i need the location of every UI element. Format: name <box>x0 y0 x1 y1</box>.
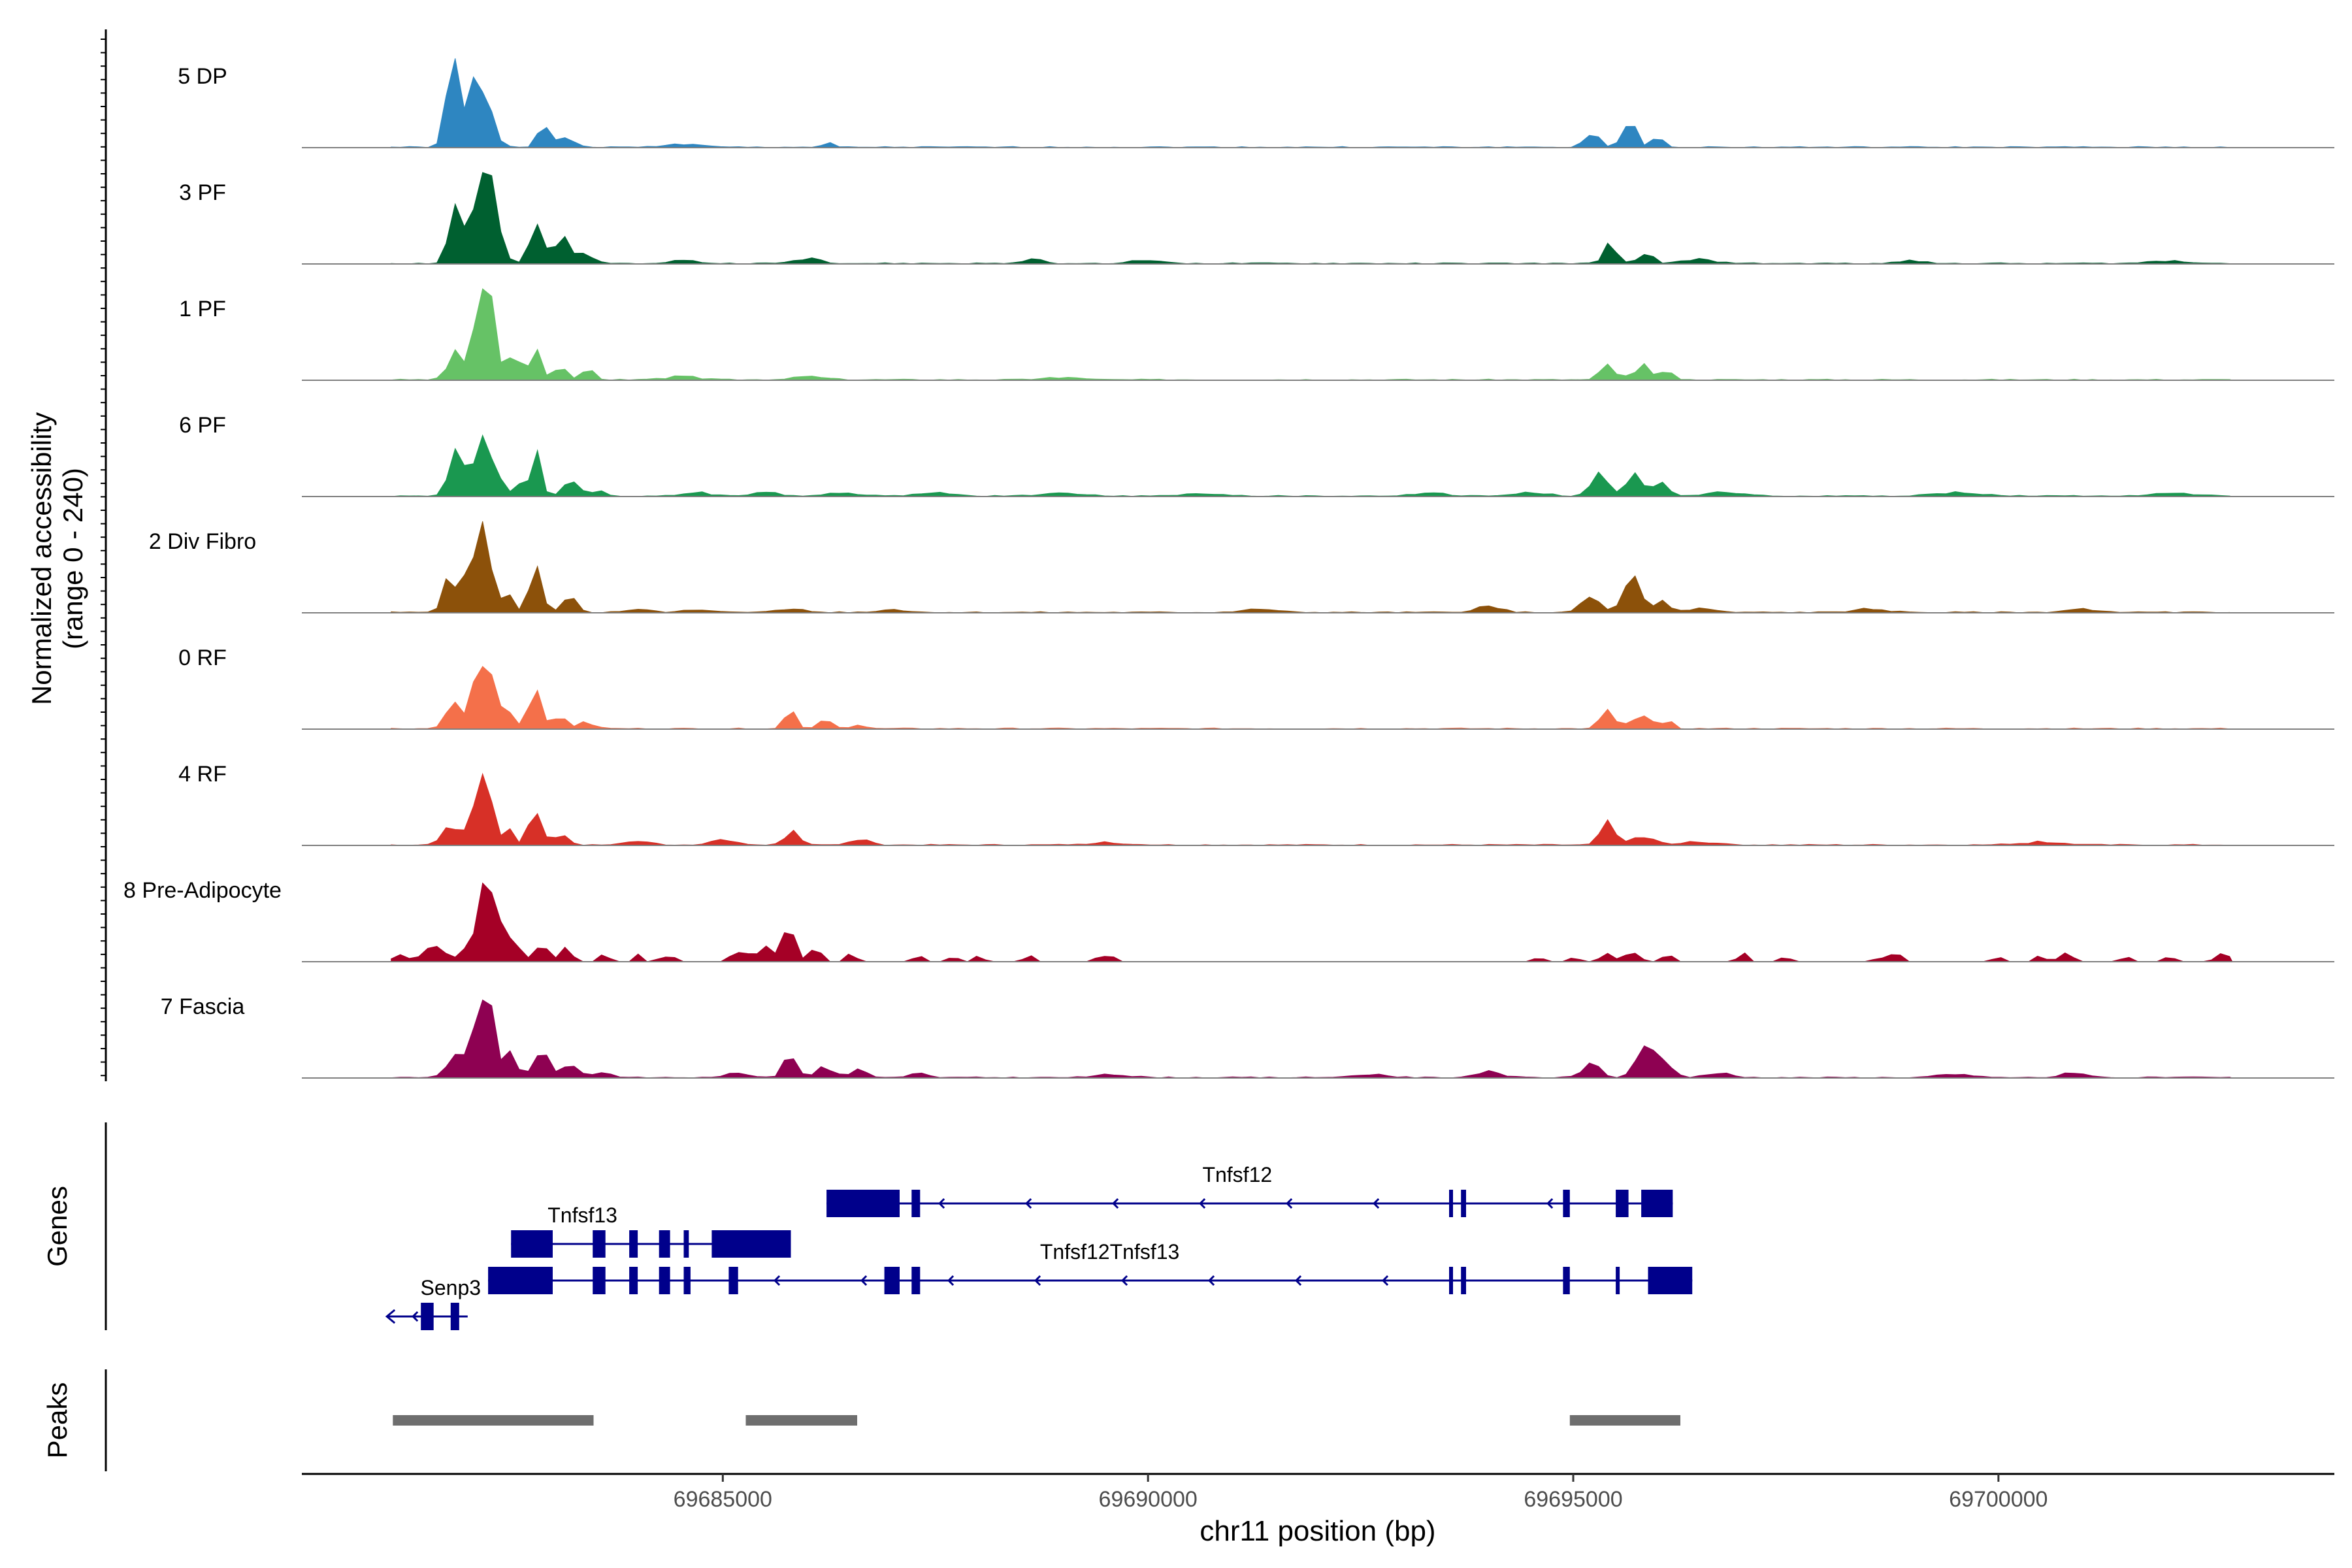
track-label: 5 DP <box>178 64 227 89</box>
track-label: 3 PF <box>179 180 226 205</box>
y-axis-range-label: (range 0 - 240) <box>57 468 88 649</box>
x-axis-ticks: 69685000 69690000 69695000 69700000 <box>674 1474 2048 1512</box>
gene-exon <box>683 1267 691 1294</box>
gene-exon <box>1616 1190 1629 1217</box>
coverage-panel: 5 DP 3 PF 1 PF 6 PF 2 Div Fibro 0 RF 4 RF 8 Pre… <box>26 29 2334 1081</box>
track-label: 7 Fascia <box>161 994 245 1019</box>
genes-axis-label: Genes <box>42 1186 73 1267</box>
track-label: 1 PF <box>179 297 226 321</box>
peaks-panel: Peaks <box>42 1369 1680 1471</box>
strand-arrow <box>1025 1198 1032 1209</box>
gene-exon <box>911 1267 921 1294</box>
gene-exon <box>711 1230 791 1258</box>
gene-exon <box>659 1267 670 1294</box>
strand-arrow <box>1546 1198 1554 1209</box>
coverage-y-ticks <box>101 39 106 1077</box>
gene-exon <box>1648 1267 1693 1294</box>
strand-arrow <box>1199 1198 1206 1209</box>
gene-exon <box>593 1230 606 1258</box>
gene-exon <box>683 1230 689 1258</box>
gene-exon <box>1461 1267 1466 1294</box>
gene-label: Tnfsf12Tnfsf13 <box>1040 1240 1179 1264</box>
strand-arrow <box>1294 1275 1302 1286</box>
gene-model-tnfsf13 <box>511 1230 791 1258</box>
track-0-rf <box>302 666 2334 730</box>
strand-arrow <box>860 1275 868 1286</box>
track-label: 4 RF <box>178 762 227 787</box>
strand-arrow <box>938 1198 945 1209</box>
gene-exon <box>728 1267 738 1294</box>
strand-arrow <box>1120 1275 1128 1286</box>
track-label: 6 PF <box>179 413 226 438</box>
gene-exon <box>659 1230 670 1258</box>
gene-exon <box>593 1267 606 1294</box>
track-label: 8 Pre-Adipocyte <box>123 878 282 903</box>
x-axis: 69685000 69690000 69695000 69700000 chr11 p… <box>302 1473 2334 1547</box>
track-3-pf <box>302 172 2334 265</box>
track-6-pf <box>302 434 2334 497</box>
gene-exon <box>1563 1267 1570 1294</box>
gene-exon <box>826 1190 900 1217</box>
strand-arrow <box>1286 1198 1293 1209</box>
track-5-dp <box>302 58 2334 148</box>
tracks-layer <box>302 58 2334 1079</box>
gene-model-tnfsf12tnfsf13 <box>488 1267 1693 1294</box>
track-8-pre-adipocyte <box>302 882 2334 962</box>
gene-model-senp3 <box>385 1303 468 1330</box>
strand-arrow <box>1381 1275 1389 1286</box>
track-label: 2 Div Fibro <box>149 529 256 554</box>
gene-model-tnfsf12 <box>826 1190 1673 1217</box>
x-tick-label: 69685000 <box>674 1487 772 1512</box>
x-tick-label: 69695000 <box>1524 1487 1622 1512</box>
gene-exon <box>488 1267 553 1294</box>
strand-arrow <box>1207 1275 1215 1286</box>
strand-arrow <box>1373 1198 1380 1209</box>
gene-label: Tnfsf13 <box>547 1203 617 1227</box>
track-1-pf <box>302 288 2334 381</box>
strand-arrow <box>773 1275 781 1286</box>
strand-arrow <box>385 1309 396 1324</box>
gene-exon <box>1449 1190 1453 1217</box>
gene-exon <box>1461 1190 1466 1217</box>
strand-arrow <box>1112 1198 1119 1209</box>
gene-exon <box>629 1230 638 1258</box>
strand-arrow <box>412 1311 419 1322</box>
gene-label: Tnfsf12 <box>1202 1163 1272 1186</box>
gene-exon <box>629 1267 638 1294</box>
strand-arrow <box>1034 1275 1041 1286</box>
gene-exon <box>1449 1267 1453 1294</box>
gene-exon <box>511 1230 553 1258</box>
peak-regions <box>393 1415 1680 1426</box>
peak-region <box>745 1415 857 1426</box>
gene-exon <box>1641 1190 1673 1217</box>
x-axis-label: chr11 position (bp) <box>1200 1515 1435 1547</box>
gene-exon <box>421 1303 434 1330</box>
track-label: 0 RF <box>178 645 227 670</box>
y-axis-label: Normalized accessibility <box>26 412 57 705</box>
track-2-div-fibro <box>302 521 2334 613</box>
track-labels: 5 DP 3 PF 1 PF 6 PF 2 Div Fibro 0 RF 4 RF 8 Pre… <box>123 64 282 1019</box>
peak-region <box>393 1415 594 1426</box>
x-tick-label: 69700000 <box>1949 1487 2048 1512</box>
peaks-axis-label: Peaks <box>42 1382 73 1459</box>
gene-exon <box>911 1190 921 1217</box>
strand-arrow <box>947 1275 955 1286</box>
gene-exon <box>1616 1267 1620 1294</box>
gene-exon <box>450 1303 459 1330</box>
track-4-rf <box>302 772 2334 846</box>
gene-label: Senp3 <box>421 1276 482 1299</box>
x-tick-label: 69690000 <box>1099 1487 1198 1512</box>
coverage-area <box>391 434 2232 497</box>
gene-exon <box>1563 1190 1570 1217</box>
gene-exon <box>884 1267 900 1294</box>
peak-region <box>1569 1415 1680 1426</box>
track-7-fascia <box>302 999 2334 1079</box>
